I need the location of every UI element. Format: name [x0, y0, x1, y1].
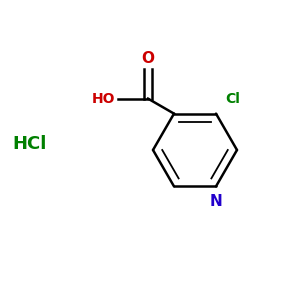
Text: Cl: Cl	[225, 92, 240, 106]
Text: O: O	[142, 51, 154, 66]
Text: N: N	[210, 194, 222, 209]
Text: HO: HO	[92, 92, 115, 106]
Text: HCl: HCl	[13, 135, 47, 153]
